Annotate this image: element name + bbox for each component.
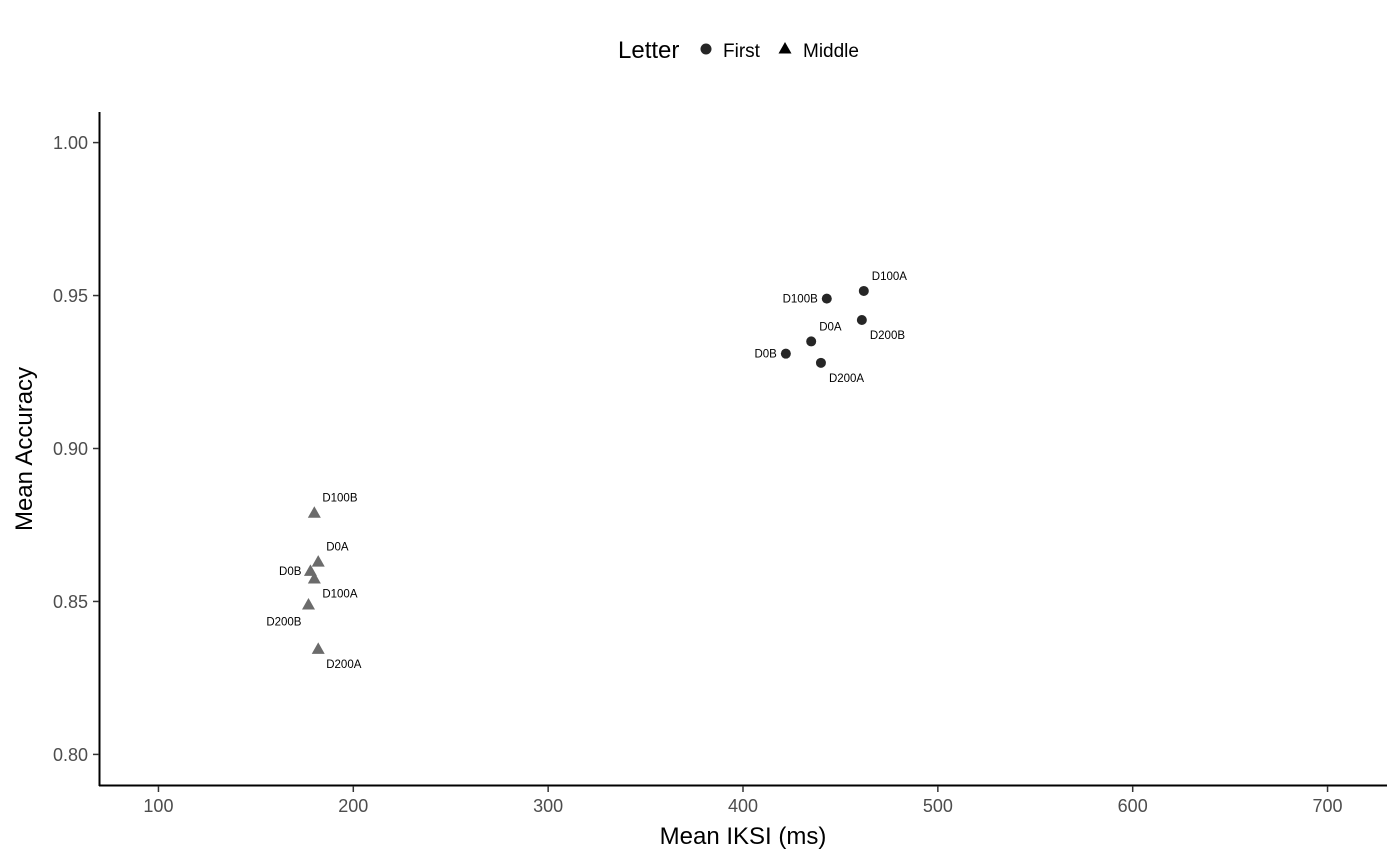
legend-first-circle-icon: [700, 43, 712, 55]
y-tick-label: 1.00: [53, 133, 88, 153]
y-axis-title: Mean Accuracy: [11, 367, 38, 531]
y-tick-label: 0.80: [53, 745, 88, 765]
point-middle-d100b: [307, 506, 321, 518]
legend-label-first: First: [723, 41, 761, 62]
point-label-middle-d100a: D100A: [322, 589, 357, 601]
y-tick-label: 0.85: [53, 592, 88, 612]
x-axis-title: Mean IKSI (ms): [660, 823, 827, 850]
point-middle-d200a: [311, 642, 325, 654]
legend-label-middle: Middle: [803, 41, 859, 62]
point-label-first-d100a: D100A: [872, 271, 907, 283]
x-axis-ticks: 100 200 300 400 500 600 700: [143, 786, 1343, 816]
point-first-d200a: [815, 357, 826, 368]
point-label-middle-d100b: D100B: [322, 493, 357, 505]
point-label-middle-d0a: D0A: [326, 542, 349, 554]
point-label-first-d0b: D0B: [754, 349, 777, 361]
x-tick-label: 200: [338, 796, 368, 816]
point-first-d0a: [806, 336, 817, 347]
x-tick-label: 100: [143, 796, 173, 816]
point-middle-d200b: [301, 598, 315, 610]
point-middle-d0a: [311, 555, 325, 567]
point-label-first-d100b: D100B: [783, 294, 818, 306]
point-first-d0b: [780, 348, 791, 359]
point-first-d100a: [858, 285, 869, 296]
point-first-d100b: [821, 293, 832, 304]
x-tick-label: 400: [728, 796, 758, 816]
point-label-first-d200a: D200A: [829, 373, 864, 385]
y-tick-label: 0.95: [53, 286, 88, 306]
x-tick-label: 600: [1118, 796, 1148, 816]
point-label-first-d200b: D200B: [870, 330, 905, 342]
point-middle-d100a: [307, 572, 321, 584]
legend-middle-triangle-icon: [778, 42, 792, 54]
point-middle-d0b: [303, 564, 317, 576]
x-tick-label: 700: [1313, 796, 1343, 816]
point-label-first-d0a: D0A: [819, 321, 842, 333]
y-tick-label: 0.90: [53, 439, 88, 459]
legend: Letter First Middle: [618, 37, 859, 64]
data-points: [301, 285, 869, 654]
legend-title: Letter: [618, 37, 679, 64]
point-label-middle-d200a: D200A: [326, 659, 361, 671]
y-axis-ticks: 0.80 0.85 0.90 0.95 1.00: [53, 133, 99, 765]
point-label-middle-d200b: D200B: [266, 617, 301, 629]
x-tick-label: 300: [533, 796, 563, 816]
point-labels: D100A D100B D200B D0A D0B D200A D100B D0A D0B D10…: [266, 271, 907, 671]
x-tick-label: 500: [923, 796, 953, 816]
point-first-d200b: [856, 315, 867, 326]
point-label-middle-d0b: D0B: [279, 566, 302, 578]
